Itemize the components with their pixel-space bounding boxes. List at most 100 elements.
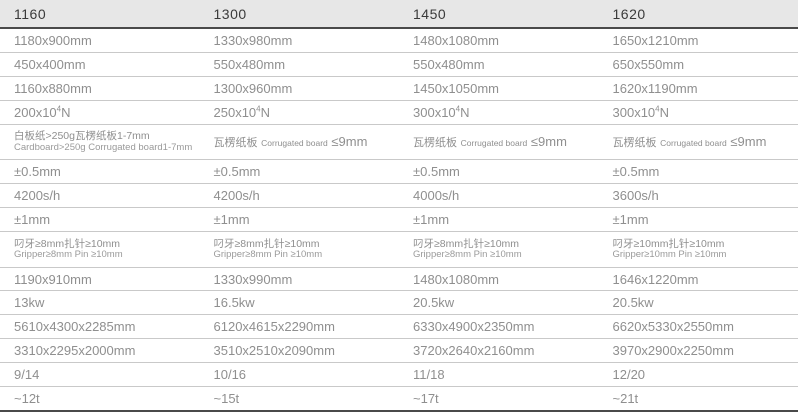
table-cell: 300x104N	[399, 100, 599, 125]
table-body: 1180x900mm 1330x980mm 1480x1080mm 1650x1210…	[0, 28, 798, 412]
table-cell: 16.5kw	[199, 290, 399, 316]
table-row: 1180x900mm 1330x980mm 1480x1080mm 1650x1210…	[0, 28, 798, 54]
table-cell: ~15t	[199, 386, 399, 412]
table-cell: 1620x1190mm	[598, 76, 798, 101]
table-cell: ~21t	[598, 386, 798, 412]
table-cell: ±0.5mm	[0, 159, 200, 185]
table-cell: 叼牙≥10mm扎针≥10mm Gripper≥10mm Pin ≥10mm	[598, 231, 798, 268]
table-cell: 叼牙≥8mm扎针≥10mm Gripper≥8mm Pin ≥10mm	[0, 231, 200, 268]
table-row: 白板纸>250g瓦楞纸板1-7mm Cardboard>250g Corrugat…	[0, 124, 798, 161]
table-cell: 5610x4300x2285mm	[0, 314, 200, 340]
cell-line-en: Gripper≥10mm Pin ≥10mm	[612, 248, 727, 260]
table-cell: 叼牙≥8mm扎针≥10mm Gripper≥8mm Pin ≥10mm	[399, 231, 599, 268]
cell-line-en: Gripper≥8mm Pin ≥10mm	[413, 248, 522, 260]
table-cell: 1450x1050mm	[399, 76, 599, 101]
table-head: 1160 1300 1450 1620	[0, 0, 798, 29]
table-cell: 瓦楞纸板 Corrugated board ≤9mm	[199, 124, 399, 161]
table-row: ±1mm ±1mm ±1mm ±1mm	[0, 207, 798, 232]
two-line-cell: 叼牙≥8mm扎针≥10mm Gripper≥8mm Pin ≥10mm	[14, 238, 198, 261]
table-cell: 9/14	[0, 362, 200, 387]
table-cell: 550x480mm	[199, 52, 399, 77]
table-cell: ±1mm	[399, 207, 599, 232]
table-cell: 白板纸>250g瓦楞纸板1-7mm Cardboard>250g Corrugat…	[0, 124, 200, 161]
table-cell: 叼牙≥8mm扎针≥10mm Gripper≥8mm Pin ≥10mm	[199, 231, 399, 268]
two-line-cell: 叼牙≥8mm扎针≥10mm Gripper≥8mm Pin ≥10mm	[214, 238, 398, 261]
table-cell: ±0.5mm	[199, 159, 399, 185]
table-cell: 1330x990mm	[199, 267, 399, 292]
table-cell: 11/18	[399, 362, 599, 387]
table-cell: 6120x4615x2290mm	[199, 314, 399, 340]
table-cell: 3310x2295x2000mm	[0, 338, 200, 363]
table-cell: 6330x4900x2350mm	[399, 314, 599, 340]
table-cell: 450x400mm	[0, 52, 200, 77]
cell-line-cn: 叼牙≥10mm扎针≥10mm	[612, 237, 725, 250]
cell-line-cn: 叼牙≥8mm扎针≥10mm	[213, 237, 320, 250]
table-cell: ±1mm	[0, 207, 200, 232]
table-cell: 20.5kw	[399, 290, 599, 316]
table-cell: ~17t	[399, 386, 599, 412]
table-cell: 1300x960mm	[199, 76, 399, 101]
two-line-cell: 叼牙≥8mm扎针≥10mm Gripper≥8mm Pin ≥10mm	[413, 238, 597, 261]
table-cell: ±1mm	[598, 207, 798, 232]
table-cell: 1160x880mm	[0, 76, 200, 101]
table-cell: 3720x2640x2160mm	[399, 338, 599, 363]
table-row: ±0.5mm ±0.5mm ±0.5mm ±0.5mm	[0, 159, 798, 185]
table-cell: 3970x2900x2250mm	[598, 338, 798, 363]
table-cell: ±0.5mm	[399, 159, 599, 185]
table-header-row: 1160 1300 1450 1620	[0, 0, 798, 29]
table-cell: 1650x1210mm	[598, 28, 798, 54]
table-cell: 4200s/h	[199, 183, 399, 209]
cell-line-en: Gripper≥8mm Pin ≥10mm	[213, 248, 323, 260]
table-cell: 550x480mm	[399, 52, 599, 77]
cell-value: ≤9mm	[730, 133, 767, 149]
table-row: 9/14 10/16 11/18 12/20	[0, 362, 798, 387]
cell-value: ≤9mm	[331, 133, 368, 149]
cell-line-cn: 叼牙≥8mm扎针≥10mm	[14, 237, 121, 250]
superscript: 4	[655, 104, 660, 114]
table-cell: 1190x910mm	[0, 267, 200, 292]
cell-text-en: Corrugated board	[460, 137, 528, 148]
table-cell: 650x550mm	[598, 52, 798, 77]
cell-value: ≤9mm	[530, 133, 567, 149]
table-row: 4200s/h 4200s/h 4000s/h 3600s/h	[0, 183, 798, 209]
table-cell: 1180x900mm	[0, 28, 200, 54]
table-cell: 1330x980mm	[199, 28, 399, 54]
cell-text-cn: 瓦楞纸板	[612, 136, 657, 149]
cell-text-cn: 瓦楞纸板	[213, 136, 258, 149]
column-header: 1620	[598, 0, 798, 29]
table-cell: ~12t	[0, 386, 200, 412]
cell-text-en: Corrugated board	[660, 137, 727, 148]
table-cell: 3510x2510x2090mm	[199, 338, 399, 363]
table-row: 5610x4300x2285mm 6120x4615x2290mm 6330x490…	[0, 314, 798, 340]
table-cell: 1480x1080mm	[399, 267, 599, 292]
table-row: 200x104N 250x104N 300x104N 300x104N	[0, 100, 798, 125]
table-cell: 13kw	[0, 290, 200, 316]
table-cell: 1646x1220mm	[598, 267, 798, 292]
table-cell: 3600s/h	[598, 183, 798, 209]
table-cell: 20.5kw	[598, 290, 798, 316]
superscript: 4	[455, 104, 461, 114]
table-cell: 300x104N	[598, 100, 798, 125]
cell-line-cn: 叼牙≥8mm扎针≥10mm	[413, 237, 520, 250]
cell-line-en: Gripper≥8mm Pin ≥10mm	[14, 248, 123, 260]
table-cell: 6620x5330x2550mm	[598, 314, 798, 340]
table-cell: 4200s/h	[0, 183, 200, 209]
column-header: 1160	[0, 0, 200, 29]
table-row: 13kw 16.5kw 20.5kw 20.5kw	[0, 290, 798, 316]
table-row: 1190x910mm 1330x990mm 1480x1080mm 1646x1220…	[0, 267, 798, 292]
two-line-cell: 叼牙≥10mm扎针≥10mm Gripper≥10mm Pin ≥10mm	[613, 238, 797, 261]
table-cell: 4000s/h	[399, 183, 599, 209]
table-row: 3310x2295x2000mm 3510x2510x2090mm 3720x264…	[0, 338, 798, 363]
cell-text-cn: 瓦楞纸板	[413, 136, 457, 149]
table-cell: 200x104N	[0, 100, 200, 125]
column-header: 1450	[399, 0, 599, 29]
table-cell: 1480x1080mm	[399, 28, 599, 54]
cell-line-cn: 白板纸>250g瓦楞纸板1-7mm	[14, 130, 150, 143]
column-header: 1300	[199, 0, 399, 29]
cell-text-en: Corrugated board	[261, 137, 328, 148]
cell-line-en: Cardboard>250g Corrugated board1-7mm	[14, 141, 193, 153]
two-line-cell: 白板纸>250g瓦楞纸板1-7mm Cardboard>250g Corrugat…	[14, 130, 198, 153]
table-cell: ±1mm	[199, 207, 399, 232]
